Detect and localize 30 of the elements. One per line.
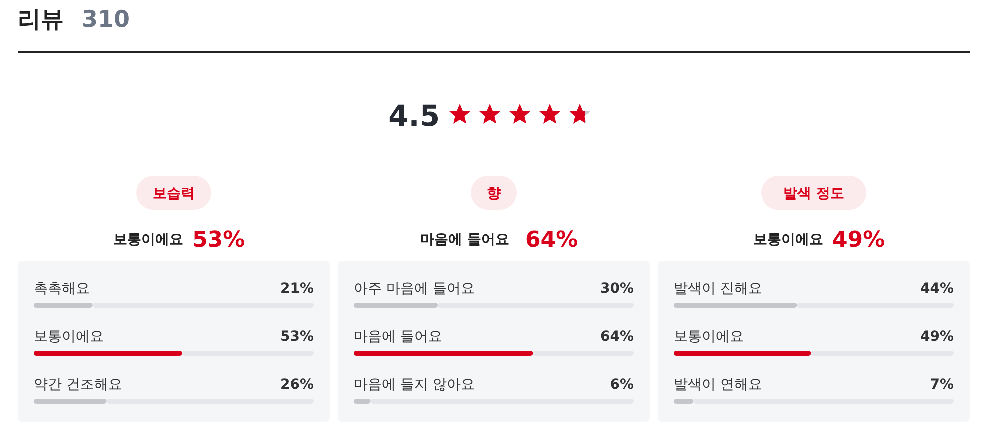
text: 리뷰 xyxy=(18,7,64,33)
chart-title: 보습력 xyxy=(153,186,195,202)
data-label: 49% xyxy=(920,329,954,345)
data-label: 26% xyxy=(280,377,314,393)
category-label: 마음에 들지 않아요 xyxy=(354,377,475,393)
chart-subtitle: 마음에 들어요 xyxy=(420,232,510,248)
text: 310 xyxy=(82,7,130,33)
text: 4.5 xyxy=(388,99,440,133)
chart-subtitle: 보통이에요 xyxy=(754,232,824,248)
data-label: 6% xyxy=(610,377,634,393)
data-label: 53% xyxy=(280,329,314,345)
data-label: 30% xyxy=(600,281,634,297)
category-label: 발색이 진해요 xyxy=(674,281,762,297)
category-label: 아주 마음에 들어요 xyxy=(354,281,475,297)
category-label: 보통이에요 xyxy=(34,329,104,345)
data-label: 21% xyxy=(280,281,314,297)
chart-subtitle: 보통이에요 xyxy=(114,232,184,248)
category-label: 발색이 연해요 xyxy=(674,377,762,393)
text: 49% xyxy=(832,228,886,253)
data-label: 64% xyxy=(600,329,634,345)
data-label: 44% xyxy=(920,281,954,297)
category-label: 보통이에요 xyxy=(674,329,744,345)
chart-title: 발색 정도 xyxy=(784,186,844,202)
text: 64% xyxy=(526,228,578,253)
chart-title: 향 xyxy=(487,186,501,202)
text: 53% xyxy=(192,228,246,253)
category-label: 약간 건조해요 xyxy=(34,377,122,393)
category-label: 촉촉해요 xyxy=(34,281,90,297)
data-label: 7% xyxy=(930,377,954,393)
category-label: 마음에 들어요 xyxy=(354,329,442,345)
